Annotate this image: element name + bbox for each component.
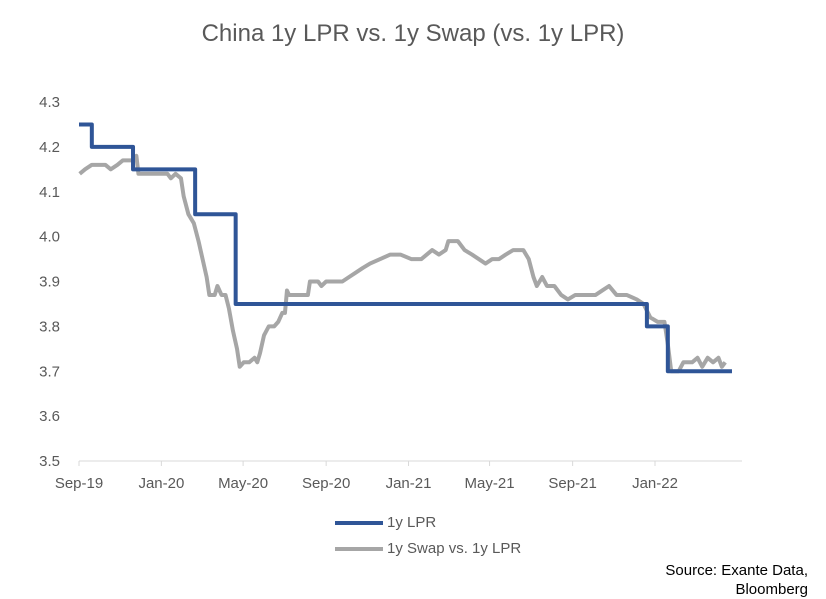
source-line-1: Source: Exante Data, (665, 562, 808, 579)
y-tick-label: 3.7 (39, 363, 60, 380)
chart-title: China 1y LPR vs. 1y Swap (vs. 1y LPR) (201, 20, 625, 47)
y-tick-label: 3.5 (39, 453, 60, 470)
x-tick-label: May-21 (465, 475, 515, 492)
series-line-lpr (79, 122, 732, 374)
x-tick-label: Sep-20 (302, 475, 350, 492)
legend-item-lpr: 1y LPR (335, 514, 436, 531)
y-tick-label: 4.2 (39, 139, 60, 156)
y-tick-label: 4.1 (39, 184, 60, 201)
x-tick-label: Sep-19 (55, 475, 103, 492)
y-tick-label: 3.6 (39, 408, 60, 425)
x-tick-label: Jan-20 (138, 475, 184, 492)
legend-label-lpr: 1y LPR (387, 514, 437, 531)
legend-item-swap: 1y Swap vs. 1y LPR (335, 540, 521, 557)
series-line-swap (78, 153, 727, 374)
x-tick-label: May-20 (218, 475, 268, 492)
legend-swatch-lpr (335, 521, 383, 526)
x-tick-label: Sep-21 (548, 475, 596, 492)
y-tick-label: 3.8 (39, 318, 60, 335)
legend-swatch-swap (335, 547, 383, 552)
legend-label-swap: 1y Swap vs. 1y LPR (387, 540, 522, 557)
y-tick-label: 4.3 (39, 94, 60, 111)
x-tick-label: Jan-21 (386, 475, 432, 492)
y-tick-label: 3.9 (39, 274, 60, 291)
source-line-2: Bloomberg (735, 581, 808, 598)
source-note: Source: Exante Data, Bloomberg (665, 561, 808, 599)
y-tick-label: 4.0 (39, 229, 60, 246)
x-tick-label: Jan-22 (632, 475, 678, 492)
